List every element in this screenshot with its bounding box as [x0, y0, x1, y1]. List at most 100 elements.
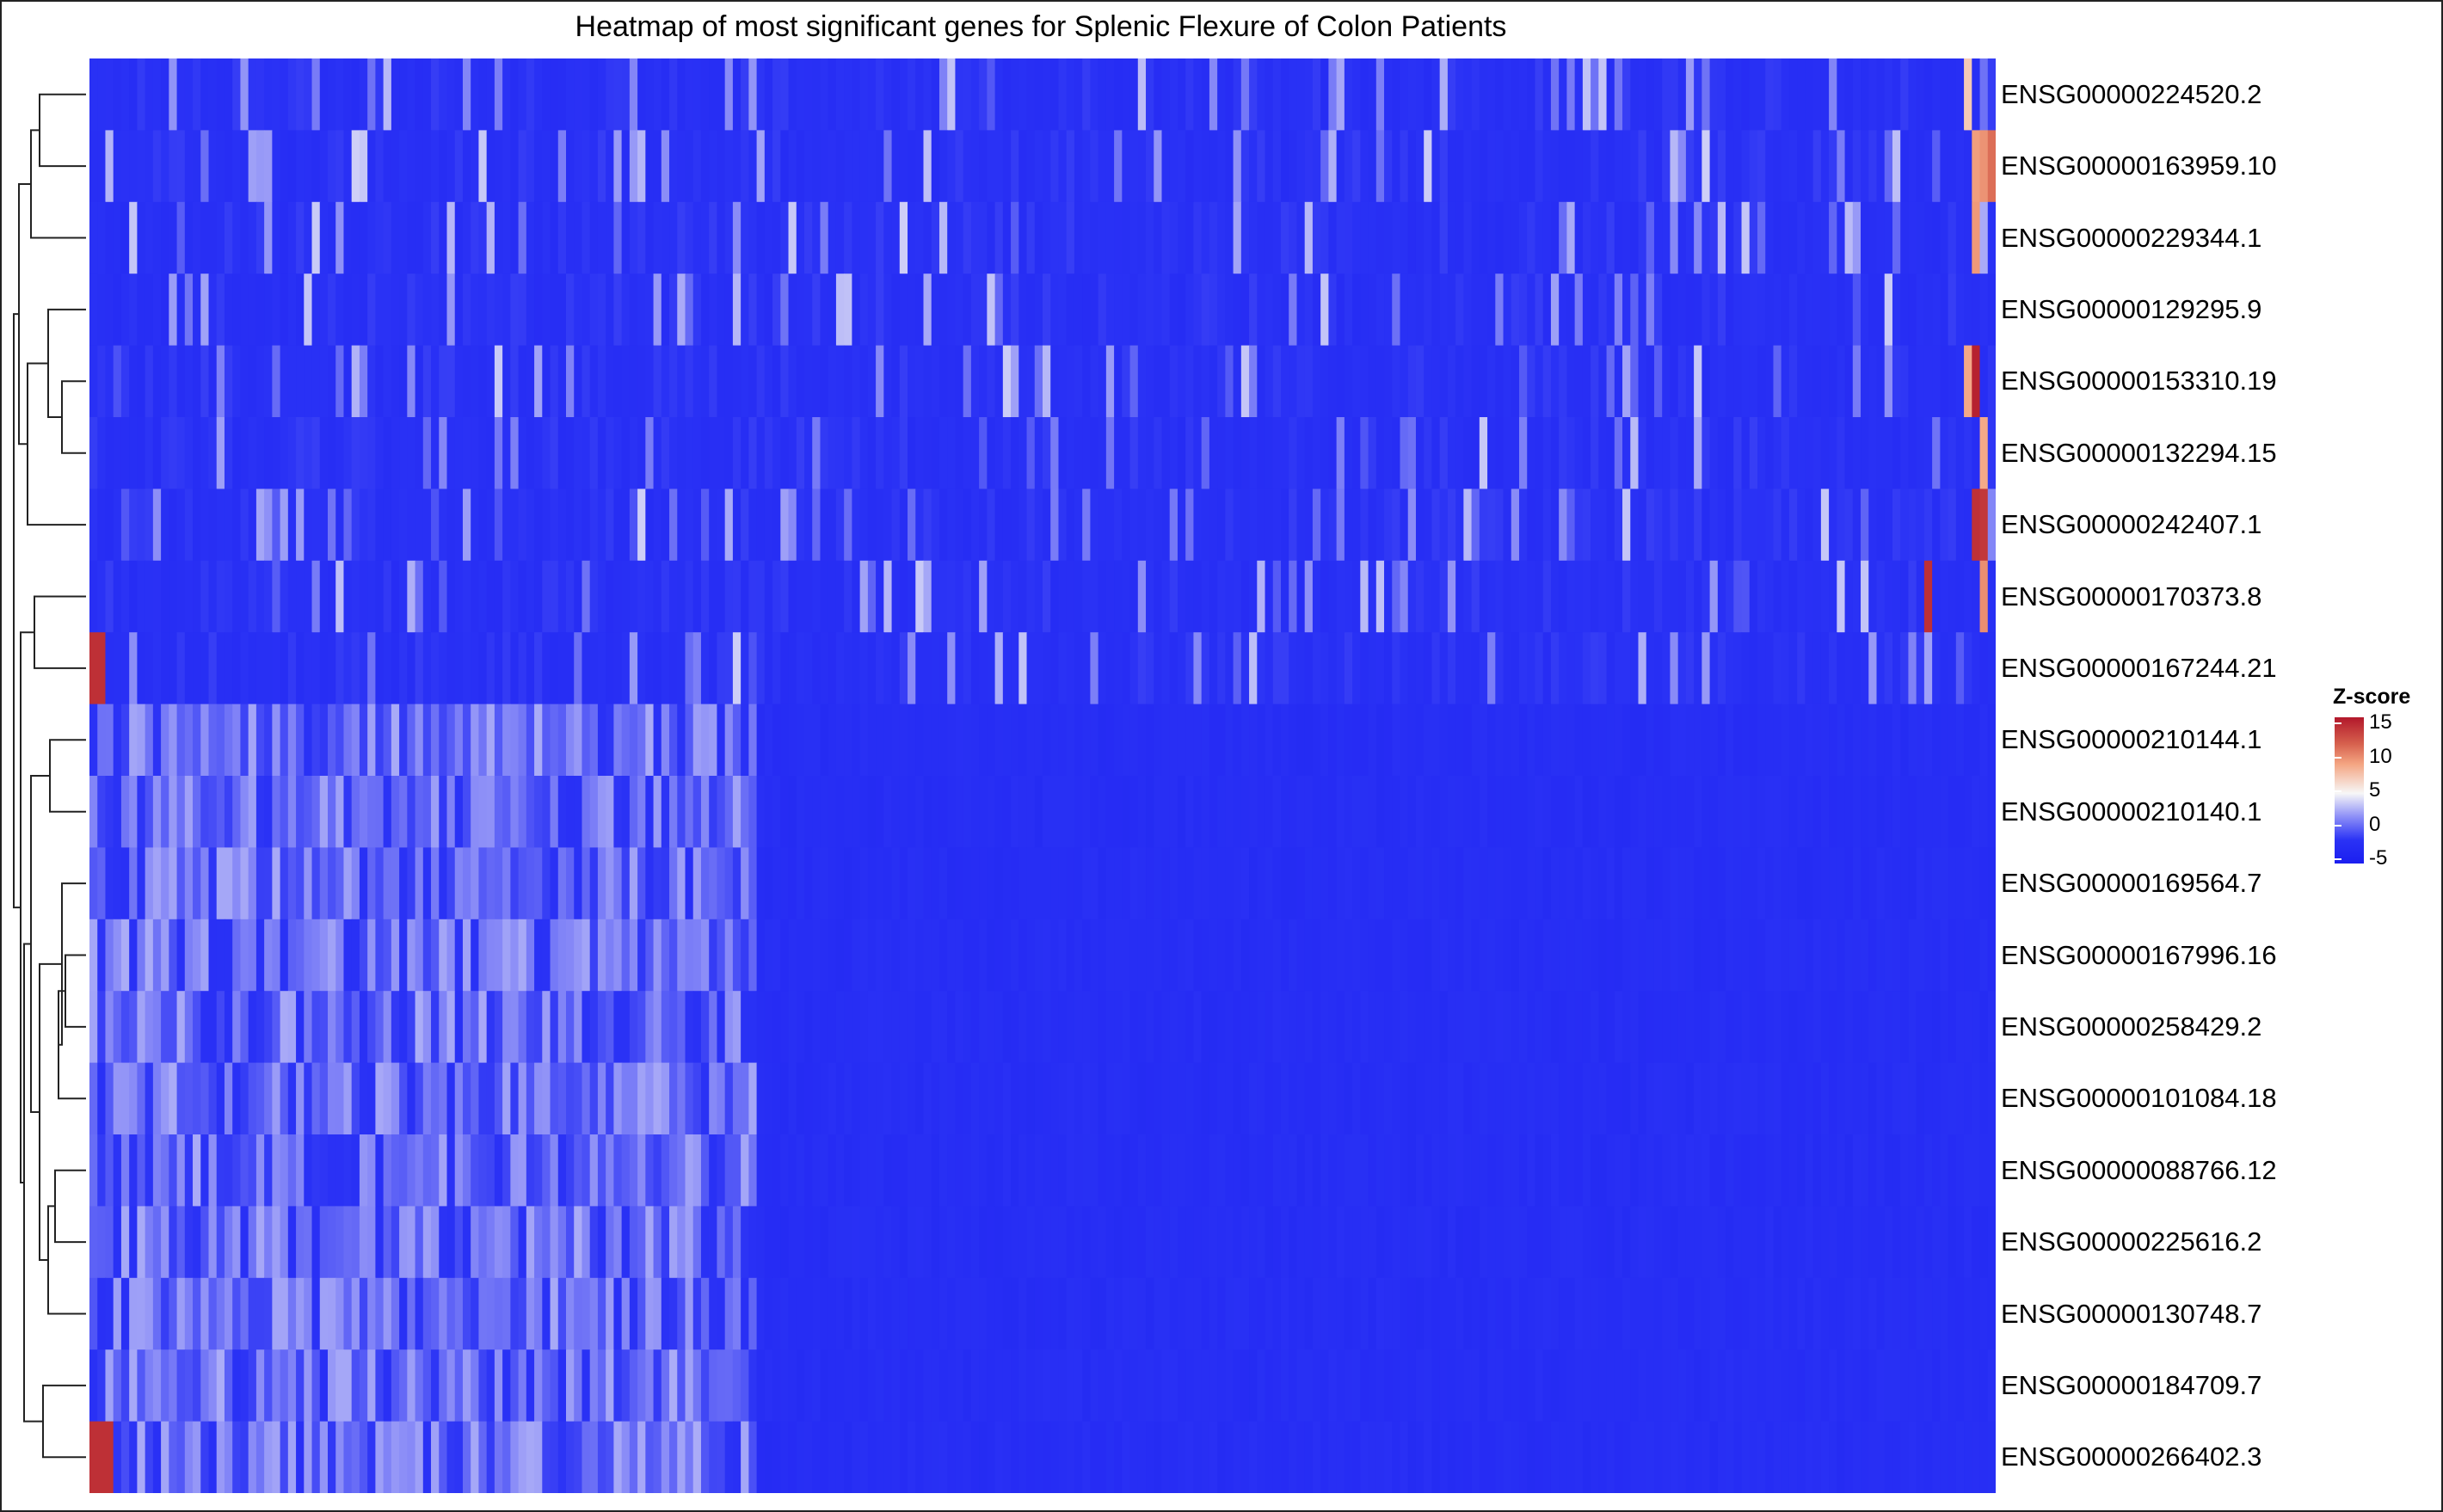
- heatmap-cell: [1384, 274, 1393, 347]
- heatmap-cell: [1240, 201, 1250, 274]
- heatmap-cell: [161, 560, 169, 633]
- heatmap-cell: [1392, 847, 1401, 920]
- heatmap-cell: [669, 1134, 678, 1207]
- heatmap-cell: [1249, 991, 1258, 1064]
- heatmap-cell: [415, 1277, 424, 1350]
- row-label: ENSG00000224520.2: [2001, 78, 2262, 109]
- heatmap-cell: [629, 1134, 638, 1207]
- heatmap-cell: [1439, 274, 1449, 347]
- heatmap-cell: [1137, 1421, 1147, 1493]
- heatmap-cell: [804, 1206, 813, 1279]
- heatmap-cell: [1161, 632, 1171, 705]
- heatmap-cell: [1757, 58, 1766, 131]
- heatmap-cell: [1733, 776, 1743, 848]
- heatmap-cell: [1431, 1277, 1441, 1350]
- heatmap-cell: [1820, 1206, 1830, 1279]
- heatmap-cell: [923, 130, 932, 203]
- heatmap-cell: [1487, 1134, 1496, 1207]
- heatmap-cell: [1923, 919, 1933, 992]
- heatmap-cell: [1972, 776, 1981, 848]
- heatmap-cell: [717, 58, 726, 131]
- heatmap-cell: [145, 58, 154, 131]
- heatmap-cell: [582, 201, 591, 274]
- heatmap-cell: [1455, 632, 1464, 705]
- heatmap-cell: [1820, 847, 1830, 920]
- heatmap-cell: [1566, 1421, 1576, 1493]
- heatmap-cell: [741, 1206, 749, 1279]
- heatmap-cell: [272, 1134, 281, 1207]
- heatmap-cell: [1535, 274, 1544, 347]
- heatmap-cell: [1312, 919, 1321, 992]
- heatmap-cell: [169, 130, 178, 203]
- heatmap-cell: [1868, 417, 1878, 489]
- heatmap-cell: [1805, 1134, 1814, 1207]
- heatmap-cell: [351, 345, 360, 418]
- heatmap-cell: [200, 704, 210, 777]
- heatmap-cell: [661, 776, 670, 848]
- heatmap-cell: [510, 704, 520, 777]
- heatmap-cell: [1074, 919, 1083, 992]
- heatmap-cell: [1757, 847, 1766, 920]
- heatmap-cell: [1257, 1277, 1266, 1350]
- heatmap-cell: [1146, 1277, 1154, 1350]
- heatmap-cell: [1169, 1062, 1178, 1135]
- heatmap-cell: [692, 1277, 702, 1350]
- heatmap-cell: [200, 1349, 210, 1423]
- heatmap-cell: [1320, 345, 1329, 418]
- heatmap-cell: [915, 489, 925, 562]
- heatmap-cell: [1812, 1277, 1822, 1350]
- heatmap-cell: [272, 201, 281, 274]
- heatmap-cell: [1082, 58, 1091, 131]
- heatmap-cell: [1868, 847, 1878, 920]
- heatmap-cell: [1415, 704, 1425, 777]
- heatmap-cell: [415, 345, 424, 418]
- heatmap-cell: [1137, 489, 1147, 562]
- heatmap-cell: [653, 274, 662, 347]
- heatmap-cell: [407, 991, 416, 1064]
- heatmap-cell: [335, 489, 345, 562]
- heatmap-cell: [1749, 201, 1758, 274]
- heatmap-cell: [1749, 1206, 1758, 1279]
- heatmap-cell: [208, 274, 218, 347]
- heatmap-cell: [89, 847, 98, 920]
- heatmap-cell: [566, 1421, 575, 1493]
- heatmap-cell: [1701, 201, 1711, 274]
- heatmap-cell: [1011, 632, 1019, 705]
- heatmap-cell: [700, 919, 710, 992]
- heatmap-cell: [1201, 417, 1210, 489]
- heatmap-cell: [399, 58, 408, 131]
- heatmap-cell: [113, 1421, 122, 1493]
- heatmap-cell: [1892, 417, 1901, 489]
- heatmap-cell: [232, 1349, 242, 1423]
- heatmap-cell: [454, 991, 464, 1064]
- heatmap-cell: [446, 201, 456, 274]
- heatmap-cell: [502, 130, 511, 203]
- heatmap-cell: [692, 130, 702, 203]
- heatmap-cell: [661, 489, 670, 562]
- heatmap-cell: [542, 489, 551, 562]
- heatmap-cell: [987, 417, 996, 489]
- heatmap-cell: [534, 345, 543, 418]
- heatmap-cell: [1550, 1134, 1560, 1207]
- heatmap-cell: [1169, 560, 1178, 633]
- heatmap-cell: [431, 1277, 440, 1350]
- heatmap-cell: [876, 130, 884, 203]
- heatmap-cell: [1591, 274, 1599, 347]
- heatmap-cell: [1281, 1421, 1289, 1493]
- heatmap-cell: [431, 201, 440, 274]
- heatmap-cell: [1384, 1277, 1393, 1350]
- heatmap-cell: [113, 1206, 122, 1279]
- heatmap-cell: [915, 345, 925, 418]
- heatmap-cell: [120, 58, 130, 131]
- heatmap-cell: [518, 847, 527, 920]
- heatmap-cell: [407, 919, 416, 992]
- heatmap-cell: [1733, 201, 1743, 274]
- heatmap-cell: [1916, 991, 1925, 1064]
- heatmap-cell: [1550, 1206, 1560, 1279]
- heatmap-cell: [772, 489, 781, 562]
- heatmap-cell: [1527, 1277, 1536, 1350]
- heatmap-cell: [1360, 704, 1369, 777]
- heatmap-cell: [1034, 201, 1043, 274]
- heatmap-cell: [1114, 1349, 1123, 1423]
- heatmap-cell: [1479, 201, 1488, 274]
